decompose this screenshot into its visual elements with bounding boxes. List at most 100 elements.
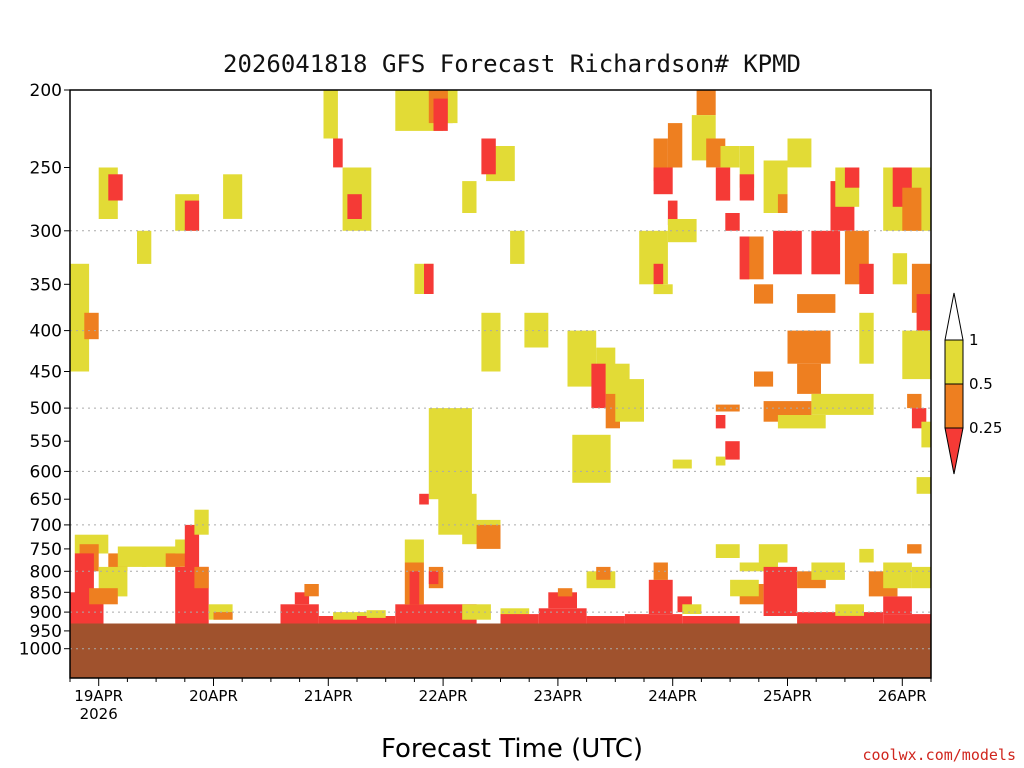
heatmap-cell-87 <box>117 546 147 567</box>
heatmap-cell-142 <box>902 187 922 231</box>
y-tick-label-700: 700 <box>30 516 62 536</box>
heatmap-cell-109 <box>409 571 420 605</box>
heatmap-cell-68 <box>797 363 821 394</box>
heatmap-cell-139 <box>911 566 931 589</box>
heatmap-cell-39 <box>667 123 683 168</box>
ground-layer <box>70 623 931 678</box>
heatmap-cell-65 <box>859 263 874 294</box>
x-tick-label-26APR: 26APR <box>878 687 927 705</box>
heatmap-cell-71 <box>777 415 826 429</box>
heatmap-cell-34 <box>476 524 501 549</box>
ground-fill <box>70 623 931 678</box>
credit-link[interactable]: coolwx.com/models <box>862 746 1016 764</box>
heatmap-cell-93 <box>184 524 200 572</box>
heatmap-cell-149 <box>921 421 931 448</box>
x-tick-label-22APR: 22APR <box>419 687 468 705</box>
heatmap-cell-63 <box>844 167 860 188</box>
heatmap-cell-123 <box>653 562 668 580</box>
heatmap-cell-3 <box>108 174 123 201</box>
heatmap-cell-31 <box>428 408 472 500</box>
y-tick-label-500: 500 <box>30 399 62 419</box>
x-axis-label: Forecast Time (UTC) <box>380 734 643 764</box>
heatmap-cell-98 <box>213 612 233 620</box>
heatmap-cell-35 <box>419 493 429 505</box>
heatmap-cell-43 <box>653 284 673 295</box>
x-tick-label-24APR: 24APR <box>648 687 697 705</box>
heatmap-cell-21 <box>481 312 501 372</box>
y-tick-label-900: 900 <box>30 603 62 623</box>
heatmap-cell-14 <box>433 98 448 131</box>
heatmap-cell-138 <box>907 544 922 554</box>
heatmap-cell-114 <box>500 614 539 626</box>
heatmap-cell-102 <box>318 616 357 624</box>
colorbar-bin-yellow <box>944 339 964 385</box>
heatmap-cells <box>70 90 931 626</box>
heatmap-cell-104 <box>357 616 396 624</box>
heatmap-cell-56 <box>739 236 750 280</box>
heatmap-cell-20 <box>462 181 477 213</box>
heatmap-cell-121 <box>624 614 683 624</box>
y-tick-label-400: 400 <box>30 322 62 342</box>
heatmap-cell-29 <box>572 434 611 483</box>
y-tick-label-650: 650 <box>30 490 62 510</box>
x-tick-label-21APR: 21APR <box>304 687 353 705</box>
heatmap-cell-19 <box>481 138 496 175</box>
heatmap-cell-44 <box>696 90 716 116</box>
heatmap-cell-125 <box>682 604 702 614</box>
colorbar-label-2: 0.25 <box>969 419 1002 437</box>
heatmap-cell-8 <box>323 90 338 139</box>
heatmap-cell-79 <box>758 544 788 563</box>
heatmap-cell-146 <box>902 330 931 380</box>
heatmap-cell-129 <box>763 566 798 616</box>
chart-title: 2026041818 GFS Forecast Richardson# KPMD <box>223 50 801 78</box>
heatmap-cell-30 <box>615 379 644 422</box>
heatmap-cell-132 <box>797 612 884 624</box>
heatmap-cell-73 <box>715 415 726 429</box>
y-tick-label-300: 300 <box>30 222 62 242</box>
heatmap-cell-11 <box>347 194 362 219</box>
heatmap-cell-77 <box>672 459 692 469</box>
heatmap-cell-53 <box>777 194 788 213</box>
heatmap-cell-117 <box>557 588 573 597</box>
heatmap-cell-26 <box>591 363 606 409</box>
heatmap-cell-145 <box>916 294 931 331</box>
heatmap-cell-112 <box>462 604 491 620</box>
heatmap-cell-122 <box>648 579 673 614</box>
heatmap-cell-75 <box>715 456 726 466</box>
heatmap-cell-58 <box>773 230 802 275</box>
heatmap-cell-105 <box>366 610 386 618</box>
heatmap-cell-120 <box>596 566 611 580</box>
y-tick-label-200: 200 <box>30 81 62 101</box>
y-tick-label-350: 350 <box>30 275 62 295</box>
heatmap-cell-15 <box>447 90 458 124</box>
heatmap-cell-0 <box>70 263 90 372</box>
heatmap-cell-136 <box>883 596 912 615</box>
y-axis: 200 250 300 350 400 450 500 550 600 650 700 7508008… <box>19 81 70 660</box>
y-tick-label-800: 800 <box>30 562 62 582</box>
y-tick-label-1000: 1000 <box>19 640 62 660</box>
colorbar-top-arrow <box>944 292 964 341</box>
colorbar-label-1: 0.5 <box>969 375 993 393</box>
heatmap-cell-95 <box>194 566 209 589</box>
heatmap-cell-24 <box>524 312 549 348</box>
heatmap-cell-4 <box>137 230 152 264</box>
heatmap-cell-59 <box>797 294 836 313</box>
heatmap-cell-91 <box>165 553 190 567</box>
heatmap-cell-137 <box>883 614 931 624</box>
heatmap-cell-22 <box>510 230 525 264</box>
heatmap-cell-131 <box>811 562 845 580</box>
y-tick-label-750: 750 <box>30 540 62 560</box>
x-tick-label-23APR: 23APR <box>533 687 582 705</box>
heatmap-cell-48 <box>720 146 740 168</box>
heatmap-cell-135 <box>883 562 912 589</box>
y-tick-label-850: 850 <box>30 583 62 603</box>
heatmap-cell-80 <box>739 562 778 572</box>
heatmap-cell-66 <box>859 312 874 364</box>
heatmap-cell-81 <box>859 548 874 563</box>
heatmap-cell-42 <box>653 263 664 285</box>
heatmap-cell-96 <box>194 509 209 535</box>
heatmap-cell-60 <box>811 230 841 275</box>
x-tick-label-20APR: 20APR <box>189 687 238 705</box>
